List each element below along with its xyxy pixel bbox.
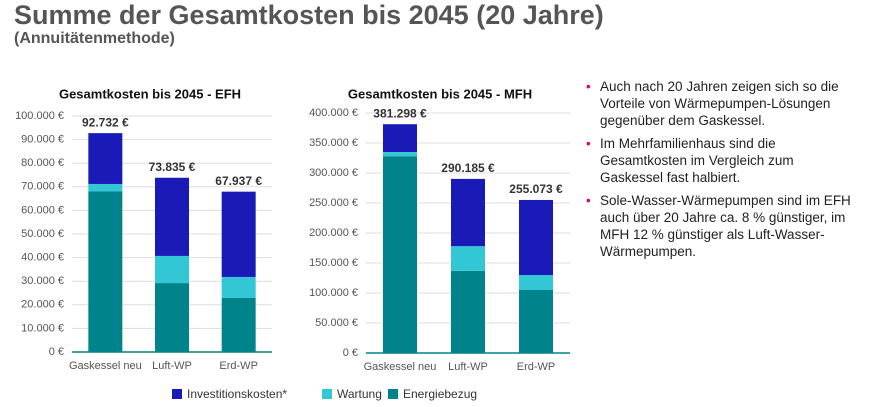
bar-segment	[88, 183, 123, 192]
bar-segment	[519, 275, 553, 290]
bullet-list: Auch nach 20 Jahren zeigen sich so die V…	[586, 78, 856, 266]
y-tick-label: 100.000 €	[309, 287, 358, 299]
bar-segment	[383, 152, 417, 157]
slide-subtitle: (Annuitätenmethode)	[14, 30, 175, 47]
legend-label: Energiebezug	[403, 387, 477, 401]
y-tick-label: 300.000 €	[309, 167, 358, 179]
legend-label: Wartung	[337, 387, 382, 401]
x-tick-label: Erd-WP	[517, 361, 556, 373]
y-tick-label: 70.000 €	[21, 181, 64, 193]
bar-segment	[221, 297, 256, 352]
bar-segment	[155, 177, 189, 256]
x-tick-label: Luft-WP	[448, 361, 488, 373]
chart-title: Gesamtkosten bis 2045 - MFH	[348, 86, 532, 101]
y-tick-label: 400.000 €	[309, 107, 358, 119]
y-tick-label: 80.000 €	[21, 157, 64, 169]
bar-segment	[88, 191, 123, 352]
total-label: 290.185 €	[441, 161, 495, 175]
total-label: 73.835 €	[149, 160, 196, 174]
slide-title: Summe der Gesamtkosten bis 2045 (20 Jahr…	[14, 0, 604, 30]
legend-swatch	[322, 389, 332, 399]
bar-segment	[451, 178, 485, 247]
x-tick-label: Gaskessel neu	[364, 361, 437, 373]
total-label: 67.937 €	[215, 174, 262, 188]
y-tick-label: 0 €	[343, 347, 358, 359]
bar-segment	[221, 191, 256, 277]
y-tick-label: 40.000 €	[21, 252, 64, 264]
y-tick-label: 90.000 €	[21, 134, 64, 146]
y-tick-label: 100.000 €	[15, 110, 64, 122]
y-tick-label: 30.000 €	[21, 275, 64, 287]
y-tick-label: 150.000 €	[309, 257, 358, 269]
bar-segment	[88, 133, 123, 184]
bullet: Im Mehrfamilienhaus sind die Gesamtkoste…	[586, 135, 856, 186]
y-tick-label: 0 €	[49, 346, 64, 358]
legend-label: Investitionskosten*	[187, 387, 287, 401]
bar-segment	[383, 156, 417, 353]
bullet: Auch nach 20 Jahren zeigen sich so die V…	[586, 78, 856, 129]
y-tick-label: 250.000 €	[309, 197, 358, 209]
chart-title: Gesamtkosten bis 2045 - EFH	[59, 86, 241, 101]
total-label: 381.298 €	[373, 106, 427, 120]
legend-swatch	[172, 389, 182, 399]
bar-segment	[221, 276, 256, 298]
bar-segment	[155, 283, 189, 352]
bar-segment	[155, 255, 189, 284]
y-tick-label: 350.000 €	[309, 137, 358, 149]
y-tick-label: 10.000 €	[21, 322, 64, 334]
y-tick-label: 200.000 €	[309, 227, 358, 239]
bar-segment	[451, 246, 485, 271]
y-tick-label: 50.000 €	[21, 228, 64, 240]
x-tick-label: Luft-WP	[152, 360, 192, 372]
y-tick-label: 60.000 €	[21, 204, 64, 216]
total-label: 255.073 €	[509, 182, 563, 196]
y-tick-label: 50.000 €	[315, 317, 358, 329]
y-tick-label: 20.000 €	[21, 299, 64, 311]
x-tick-label: Gaskessel neu	[69, 360, 142, 372]
x-tick-label: Erd-WP	[219, 360, 258, 372]
bar-segment	[451, 270, 485, 353]
bar-segment	[519, 199, 553, 275]
legend-swatch	[388, 389, 398, 399]
bullet: Sole-Wasser-Wärmepumpen sind im EFH auch…	[586, 192, 856, 260]
total-label: 92.732 €	[82, 115, 129, 129]
bar-segment	[383, 124, 417, 152]
bar-segment	[519, 290, 553, 353]
